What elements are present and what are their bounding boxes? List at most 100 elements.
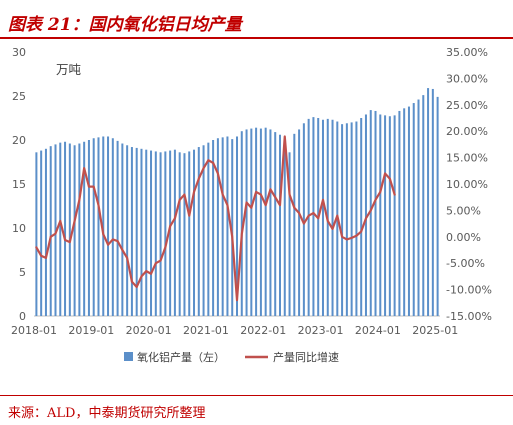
bar (407, 106, 410, 316)
unit-label: 万吨 (56, 62, 82, 77)
bar (193, 149, 196, 316)
bar (245, 129, 248, 316)
bar (49, 146, 52, 316)
bar (178, 152, 181, 316)
bar (226, 136, 229, 316)
bar (68, 143, 71, 316)
bar (398, 110, 401, 317)
bar (355, 121, 358, 317)
y-right-tick-label: 35.00% (446, 46, 488, 59)
bar (64, 141, 67, 316)
bar (197, 147, 200, 316)
bar (431, 88, 434, 317)
bar (422, 95, 425, 317)
bar (221, 137, 224, 316)
chart-title: 图表 21：国内氧化铝日均产量 (8, 15, 242, 35)
bar (87, 140, 90, 316)
bar (59, 142, 62, 316)
bar (321, 119, 324, 316)
y-left-tick-label: 10 (12, 222, 26, 235)
bar (73, 145, 76, 316)
bar (202, 145, 205, 316)
bar (216, 138, 219, 316)
y-left-tick-label: 25 (12, 90, 26, 103)
bar (436, 96, 439, 316)
bar (302, 123, 305, 316)
y-right-tick-label: 5.00% (446, 204, 481, 217)
bar (173, 149, 176, 316)
x-tick-label: 2019-01 (68, 324, 114, 337)
bar (83, 141, 86, 316)
bar (427, 88, 430, 316)
bar (107, 136, 110, 316)
bar (44, 148, 47, 316)
legend-label-bars: 氧化铝产量（左） (137, 350, 225, 364)
y-right-tick-label: -15.00% (446, 310, 492, 323)
bar (231, 139, 234, 316)
bar (350, 122, 353, 317)
bar (283, 138, 286, 316)
y-right-tick-label: 25.00% (446, 99, 488, 112)
bar (255, 127, 258, 317)
x-tick-label: 2025-01 (412, 324, 458, 337)
bar (298, 129, 301, 316)
bar (345, 123, 348, 316)
bar (312, 117, 315, 317)
bar (135, 147, 138, 316)
x-tick-label: 2021-01 (183, 324, 229, 337)
chart: 0 5 10 15 20 25 30 -15.00% -10.00% -5.00% 0.00% 5.0… (11, 46, 492, 364)
bar (126, 145, 129, 316)
bar (341, 124, 344, 316)
title-rule (0, 37, 513, 39)
bar (331, 119, 334, 316)
bar (188, 151, 191, 316)
bar (140, 148, 143, 316)
y-right-tick-label: -5.00% (446, 257, 485, 270)
x-tick-label: 2023-01 (298, 324, 344, 337)
y-right-tick-label: 20.00% (446, 125, 488, 138)
x-tick-label: 2018-01 (11, 324, 57, 337)
bar (360, 118, 363, 316)
yoy-growth-line (35, 135, 396, 302)
bar (369, 110, 372, 316)
x-tick-label: 2020-01 (126, 324, 172, 337)
bar (130, 147, 133, 316)
bar (145, 149, 148, 316)
bar (274, 132, 277, 316)
y-left-tick-label: 0 (19, 310, 26, 323)
bar (278, 134, 281, 316)
bar (288, 152, 291, 316)
bar (116, 140, 119, 316)
bar (164, 151, 167, 316)
bar (183, 153, 186, 316)
bar (54, 144, 57, 316)
legend-label-line: 产量同比增速 (273, 350, 339, 364)
y-left-tick-label: 20 (12, 134, 26, 147)
y-right-tick-label: 10.00% (446, 178, 488, 191)
y-left-tick-label: 30 (12, 46, 26, 59)
y-right-tick-label: 15.00% (446, 152, 488, 165)
y-right-tick-label: 0.00% (446, 231, 481, 244)
bar (264, 127, 267, 317)
bar (121, 143, 124, 316)
bar (102, 136, 105, 316)
bar (379, 114, 382, 316)
bar (154, 151, 157, 316)
x-tick-label: 2022-01 (240, 324, 286, 337)
x-tick-label: 2024-01 (355, 324, 401, 337)
bar (97, 137, 100, 316)
y-left-tick-label: 5 (19, 266, 26, 279)
bar (169, 150, 172, 316)
bar (236, 136, 239, 316)
footer-rule (0, 395, 513, 396)
bar (111, 138, 114, 316)
bar (40, 150, 43, 316)
bar (250, 128, 253, 316)
bar (417, 99, 420, 317)
source-note: 来源：ALD，中泰期货研究所整理 (8, 406, 206, 421)
bar (159, 152, 162, 316)
bar (269, 129, 272, 316)
bar (35, 152, 38, 316)
y-left-tick-label: 15 (12, 178, 26, 191)
bar (374, 110, 377, 317)
